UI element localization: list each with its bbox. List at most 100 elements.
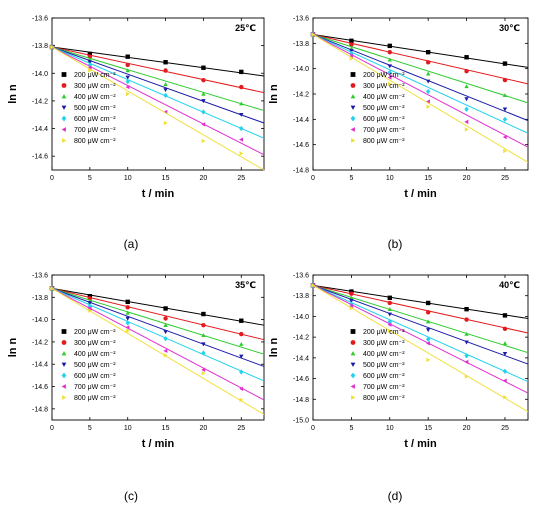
data-point bbox=[425, 79, 431, 84]
legend-entry: 800 μW cm⁻² bbox=[74, 395, 116, 402]
plot-frame bbox=[312, 274, 529, 421]
y-tick-label: -14.0 bbox=[293, 66, 309, 73]
data-point bbox=[464, 97, 469, 102]
data-point bbox=[239, 151, 244, 156]
data-point bbox=[502, 313, 508, 318]
legend-entry: 300 μW cm⁻² bbox=[363, 340, 405, 347]
legend-entry: 800 μW cm⁻² bbox=[363, 138, 405, 145]
data-point bbox=[388, 81, 392, 87]
series-800 bbox=[311, 283, 529, 413]
x-axis-label: t / min bbox=[404, 438, 437, 450]
data-point bbox=[426, 357, 431, 363]
legend-marker bbox=[350, 340, 356, 345]
fit-line bbox=[312, 284, 529, 334]
series-300 bbox=[49, 286, 265, 341]
fit-line bbox=[312, 284, 529, 394]
y-tick-label: -15.0 bbox=[293, 418, 309, 425]
legend-marker bbox=[351, 138, 356, 143]
legend-marker bbox=[350, 329, 356, 334]
data-point bbox=[425, 336, 431, 342]
data-point bbox=[163, 68, 168, 73]
y-tick-label: -14.4 bbox=[32, 362, 48, 369]
y-tick-label: -13.8 bbox=[293, 293, 309, 300]
data-point bbox=[503, 395, 508, 400]
data-point bbox=[201, 350, 206, 356]
legend-marker bbox=[350, 362, 356, 367]
data-point bbox=[201, 77, 206, 83]
data-point bbox=[201, 91, 206, 96]
data-point bbox=[125, 328, 130, 333]
data-point bbox=[464, 127, 469, 132]
legend-entry: 200 μW cm⁻² bbox=[363, 329, 405, 336]
legend-entry: 200 μW cm⁻² bbox=[74, 72, 116, 79]
data-point bbox=[387, 75, 392, 80]
data-point bbox=[425, 71, 431, 76]
legend-entry: 400 μW cm⁻² bbox=[74, 351, 116, 358]
data-point bbox=[502, 341, 508, 346]
data-point bbox=[387, 322, 392, 327]
legend-marker bbox=[61, 340, 67, 345]
panel-caption: (d) bbox=[388, 489, 403, 503]
y-tick-label: -14.6 bbox=[32, 154, 48, 161]
data-point bbox=[425, 88, 431, 95]
data-point bbox=[387, 43, 392, 49]
y-axis-label: ln n bbox=[7, 84, 19, 104]
fit-line bbox=[51, 46, 265, 77]
data-point bbox=[388, 328, 392, 334]
data-point bbox=[464, 84, 469, 89]
fit-line bbox=[312, 284, 529, 413]
series-600 bbox=[49, 44, 265, 139]
data-point bbox=[239, 101, 244, 106]
plot-frame bbox=[51, 274, 265, 421]
data-point bbox=[125, 310, 130, 315]
x-tick-label: 20 bbox=[200, 175, 208, 182]
data-point bbox=[201, 322, 206, 328]
data-point bbox=[163, 92, 168, 99]
data-point bbox=[349, 303, 354, 309]
data-point bbox=[201, 138, 206, 144]
data-point bbox=[50, 286, 55, 291]
data-point bbox=[502, 378, 507, 383]
data-point bbox=[88, 308, 93, 313]
temperature-label: 35℃ bbox=[235, 280, 256, 290]
fit-line bbox=[312, 284, 529, 354]
data-point bbox=[201, 342, 206, 347]
legend-entry: 700 μW cm⁻² bbox=[74, 127, 116, 134]
data-point bbox=[387, 306, 392, 311]
y-tick-label: -14.4 bbox=[293, 355, 309, 362]
legend-marker bbox=[61, 83, 67, 88]
legend-entry: 700 μW cm⁻² bbox=[363, 127, 405, 134]
data-point bbox=[425, 99, 430, 104]
legend-entry: 200 μW cm⁻² bbox=[74, 329, 116, 336]
y-tick-label: -13.6 bbox=[293, 273, 309, 280]
series-500 bbox=[49, 286, 265, 367]
data-point bbox=[239, 69, 244, 75]
temperature-label: 40℃ bbox=[499, 280, 520, 290]
y-tick-label: -14.6 bbox=[293, 142, 309, 149]
legend-marker bbox=[350, 83, 356, 88]
data-point bbox=[163, 353, 168, 358]
panel-caption: (c) bbox=[124, 489, 138, 503]
panel-caption: (b) bbox=[388, 237, 403, 251]
legend-entry: 800 μW cm⁻² bbox=[363, 395, 405, 402]
fit-line bbox=[312, 33, 529, 85]
x-tick-label: 5 bbox=[88, 175, 92, 182]
legend-marker bbox=[350, 127, 355, 132]
chart-panel-d: 0 5 10 15 20 25 -13.6 -13.8 -14.0 -14.2 -14.4 -14.6… bbox=[268, 273, 529, 503]
x-tick-label: 0 bbox=[50, 425, 54, 432]
data-point bbox=[425, 300, 431, 306]
temperature-label: 30℃ bbox=[499, 23, 520, 33]
data-point bbox=[50, 44, 55, 50]
data-point bbox=[426, 104, 431, 109]
fit-line bbox=[51, 287, 265, 341]
x-tick-label: 5 bbox=[349, 425, 353, 432]
series-700 bbox=[310, 32, 529, 148]
data-point bbox=[125, 78, 130, 85]
legend-marker bbox=[350, 72, 356, 77]
data-point bbox=[125, 54, 130, 59]
chart-panel-b: 0 5 10 15 20 25 -13.6 -13.8 -14.0 -14.2 -14.4 -14.6… bbox=[268, 16, 529, 251]
y-tick-label: -14.6 bbox=[32, 384, 48, 391]
legend-marker bbox=[350, 105, 356, 110]
data-point bbox=[502, 107, 508, 112]
